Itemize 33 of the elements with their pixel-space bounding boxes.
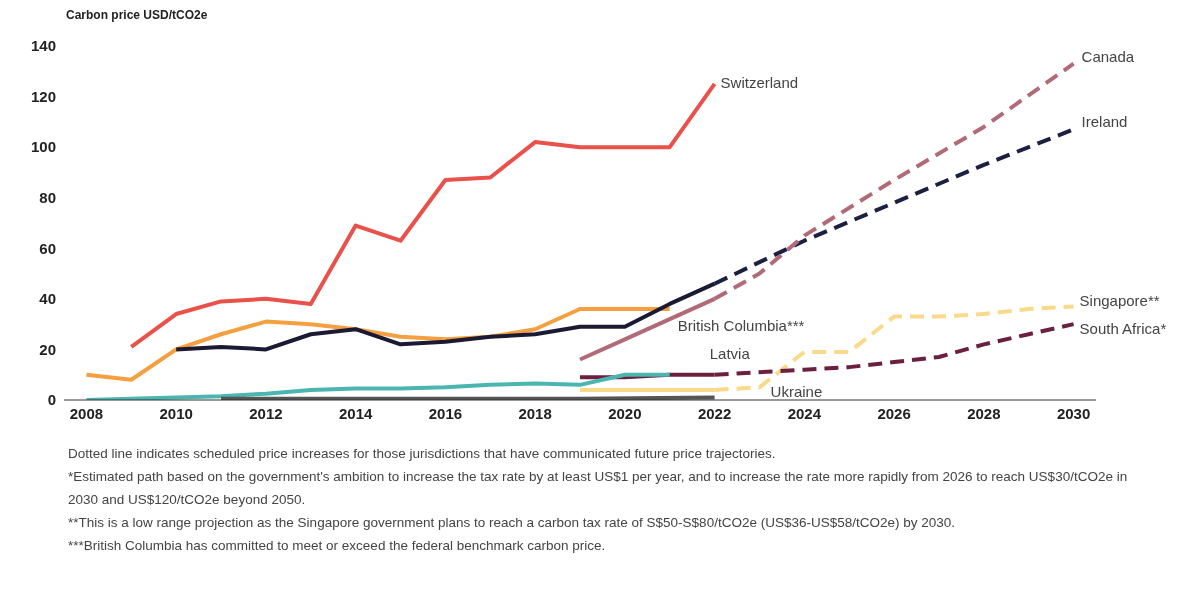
- y-axis-title: Carbon price USD/tCO2e: [65, 8, 209, 24]
- x-tick-label: 2028: [967, 404, 1001, 422]
- y-tick-label: 100: [30, 138, 56, 156]
- y-tick-label: 0: [47, 391, 56, 409]
- x-tick-label: 2022: [697, 404, 732, 422]
- x-tick-label: 2008: [69, 404, 104, 422]
- footnote: Dotted line indicates scheduled price increases for those jurisdictions that have communicated future price trajectories.: [68, 445, 777, 463]
- footnote: *Estimated path based on the government's ambition to increase the tax rate by at least US$1 per year, and to increase the rate more rapidly from 2026 to reach US$30/tCO2e in 2030 and US$120/tCO2e beyond 2050.: [68, 468, 1129, 509]
- text: Latvia: [709, 344, 751, 362]
- y-tick-label: 80: [39, 189, 56, 207]
- x-tick-label: 2010: [159, 404, 193, 422]
- x-tick-label: 2030: [1056, 404, 1091, 422]
- x-tick-label: 2020: [608, 404, 642, 422]
- series-label: South Africa*: [1079, 320, 1167, 338]
- x-tick-label: 2012: [249, 404, 283, 422]
- series-label: Singapore**: [1079, 292, 1160, 310]
- x-tick-label: 2024: [787, 404, 822, 422]
- footnote: **This is a low range projection as the Singapore government plans to reach a carbon tax rate of S$50-S$80/tCO2e (US$36-US$58/tCO2e) by 2030.: [68, 514, 956, 532]
- y-tick-label: 60: [39, 239, 56, 257]
- series-label: British Columbia***: [677, 316, 805, 334]
- text: Ukraine: [770, 383, 823, 401]
- x-tick-label: 2014: [338, 404, 373, 422]
- y-tick-label: 120: [30, 87, 56, 105]
- series-label: Switzerland: [720, 73, 799, 91]
- series-label: Ireland: [1081, 113, 1128, 131]
- x-tick-label: 2016: [428, 404, 463, 422]
- x-tick-label: 2026: [877, 404, 911, 422]
- footnote: ***British Columbia has committed to meet or exceed the federal benchmark carbon price.: [68, 537, 607, 555]
- series-label: Canada: [1081, 47, 1135, 65]
- x-tick-label: 2018: [518, 404, 552, 422]
- y-tick-label: 20: [39, 340, 56, 358]
- y-tick-label: 40: [39, 290, 56, 308]
- y-tick-label: 140: [30, 37, 56, 55]
